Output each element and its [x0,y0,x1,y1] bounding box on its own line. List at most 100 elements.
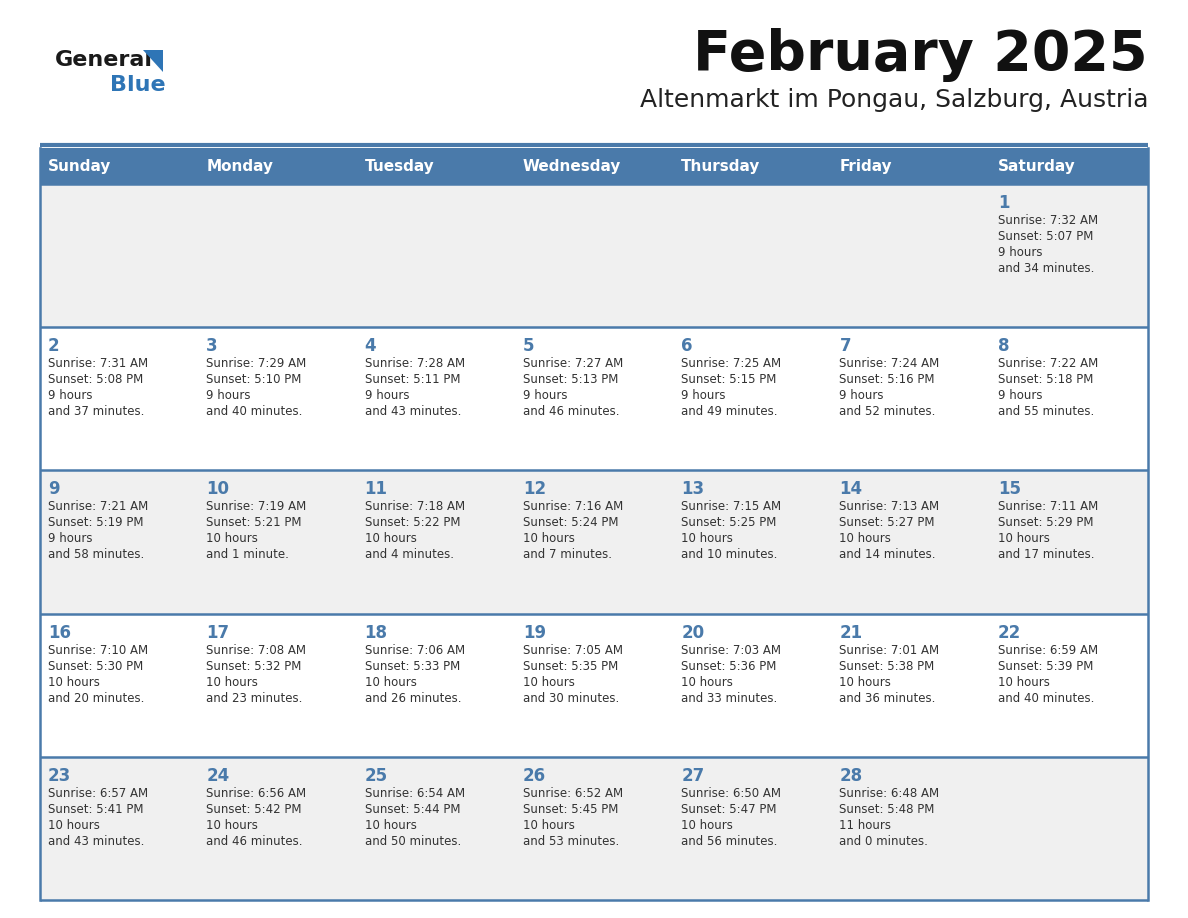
Text: 9 hours: 9 hours [365,389,409,402]
Text: Sunrise: 6:56 AM: Sunrise: 6:56 AM [207,787,307,800]
Text: Sunset: 5:08 PM: Sunset: 5:08 PM [48,374,144,386]
Text: Sunrise: 7:11 AM: Sunrise: 7:11 AM [998,500,1098,513]
Text: 27: 27 [681,767,704,785]
Text: 11: 11 [365,480,387,498]
Text: 9 hours: 9 hours [207,389,251,402]
Text: Sunset: 5:15 PM: Sunset: 5:15 PM [681,374,777,386]
Text: Sunset: 5:44 PM: Sunset: 5:44 PM [365,803,460,816]
Text: 19: 19 [523,623,546,642]
Text: Sunrise: 7:13 AM: Sunrise: 7:13 AM [840,500,940,513]
Text: Sunset: 5:35 PM: Sunset: 5:35 PM [523,660,618,673]
Text: 10 hours: 10 hours [998,676,1049,688]
Text: General: General [55,50,153,70]
Text: and 46 minutes.: and 46 minutes. [523,405,619,419]
Text: 6: 6 [681,337,693,355]
Bar [40,148,198,184]
Text: Sunrise: 6:59 AM: Sunrise: 6:59 AM [998,644,1098,656]
Text: 9 hours: 9 hours [48,389,93,402]
Text: 15: 15 [998,480,1020,498]
Text: Sunrise: 7:31 AM: Sunrise: 7:31 AM [48,357,148,370]
Text: 25: 25 [365,767,387,785]
Text: 9 hours: 9 hours [681,389,726,402]
Text: 10 hours: 10 hours [523,532,575,545]
Text: 10 hours: 10 hours [48,819,100,832]
Text: Sunset: 5:33 PM: Sunset: 5:33 PM [365,660,460,673]
Text: 4: 4 [365,337,377,355]
Text: and 52 minutes.: and 52 minutes. [840,405,936,419]
Text: 5: 5 [523,337,535,355]
Bar [198,148,356,184]
Text: 16: 16 [48,623,71,642]
Text: and 58 minutes.: and 58 minutes. [48,548,144,562]
Text: 23: 23 [48,767,71,785]
Text: and 20 minutes.: and 20 minutes. [48,691,145,705]
Text: 9 hours: 9 hours [840,389,884,402]
Text: Sunset: 5:19 PM: Sunset: 5:19 PM [48,517,144,530]
Text: and 7 minutes.: and 7 minutes. [523,548,612,562]
Text: 9 hours: 9 hours [998,389,1042,402]
Text: Sunrise: 7:24 AM: Sunrise: 7:24 AM [840,357,940,370]
Text: 14: 14 [840,480,862,498]
Text: 22: 22 [998,623,1020,642]
Text: Sunrise: 6:50 AM: Sunrise: 6:50 AM [681,787,782,800]
Text: and 50 minutes.: and 50 minutes. [365,834,461,848]
Text: and 1 minute.: and 1 minute. [207,548,289,562]
Text: Wednesday: Wednesday [523,160,621,174]
Text: 10 hours: 10 hours [207,819,258,832]
Text: Sunset: 5:39 PM: Sunset: 5:39 PM [998,660,1093,673]
Text: Sunset: 5:30 PM: Sunset: 5:30 PM [48,660,144,673]
Text: Sunset: 5:18 PM: Sunset: 5:18 PM [998,374,1093,386]
Text: 10 hours: 10 hours [207,532,258,545]
Text: Sunrise: 7:16 AM: Sunrise: 7:16 AM [523,500,624,513]
Text: and 14 minutes.: and 14 minutes. [840,548,936,562]
Text: 2: 2 [48,337,59,355]
Text: and 56 minutes.: and 56 minutes. [681,834,777,848]
Text: Sunset: 5:25 PM: Sunset: 5:25 PM [681,517,777,530]
Text: and 33 minutes.: and 33 minutes. [681,691,777,705]
Text: Sunrise: 7:22 AM: Sunrise: 7:22 AM [998,357,1098,370]
Text: and 43 minutes.: and 43 minutes. [365,405,461,419]
Text: 18: 18 [365,623,387,642]
Text: Thursday: Thursday [681,160,760,174]
Text: Sunrise: 7:15 AM: Sunrise: 7:15 AM [681,500,782,513]
Bar [40,327,1148,470]
Text: Friday: Friday [840,160,892,174]
Text: 10 hours: 10 hours [523,676,575,688]
Bar [832,148,990,184]
Text: Sunset: 5:48 PM: Sunset: 5:48 PM [840,803,935,816]
Bar [40,184,1148,327]
Text: Sunrise: 7:21 AM: Sunrise: 7:21 AM [48,500,148,513]
Text: Sunset: 5:45 PM: Sunset: 5:45 PM [523,803,618,816]
Text: 10 hours: 10 hours [523,819,575,832]
Text: and 53 minutes.: and 53 minutes. [523,834,619,848]
Bar [514,148,674,184]
Text: Sunrise: 6:54 AM: Sunrise: 6:54 AM [365,787,465,800]
Text: 8: 8 [998,337,1010,355]
Text: Sunrise: 7:03 AM: Sunrise: 7:03 AM [681,644,782,656]
Text: 26: 26 [523,767,546,785]
Text: and 43 minutes.: and 43 minutes. [48,834,145,848]
Text: Sunset: 5:29 PM: Sunset: 5:29 PM [998,517,1093,530]
Text: 3: 3 [207,337,217,355]
Text: 12: 12 [523,480,546,498]
Text: 10 hours: 10 hours [998,532,1049,545]
Text: Sunset: 5:07 PM: Sunset: 5:07 PM [998,230,1093,243]
Text: 10 hours: 10 hours [681,819,733,832]
Text: Sunset: 5:22 PM: Sunset: 5:22 PM [365,517,460,530]
Bar [356,148,514,184]
Text: 13: 13 [681,480,704,498]
Text: Sunset: 5:13 PM: Sunset: 5:13 PM [523,374,618,386]
Text: and 36 minutes.: and 36 minutes. [840,691,936,705]
Text: Sunset: 5:42 PM: Sunset: 5:42 PM [207,803,302,816]
Text: 10 hours: 10 hours [681,676,733,688]
Text: 10 hours: 10 hours [48,676,100,688]
Text: 10 hours: 10 hours [840,532,891,545]
Text: Sunrise: 6:57 AM: Sunrise: 6:57 AM [48,787,148,800]
Text: 17: 17 [207,623,229,642]
Text: 21: 21 [840,623,862,642]
Text: Sunset: 5:11 PM: Sunset: 5:11 PM [365,374,460,386]
Text: 9: 9 [48,480,59,498]
Text: February 2025: February 2025 [694,28,1148,82]
Text: and 23 minutes.: and 23 minutes. [207,691,303,705]
Text: 11 hours: 11 hours [840,819,891,832]
